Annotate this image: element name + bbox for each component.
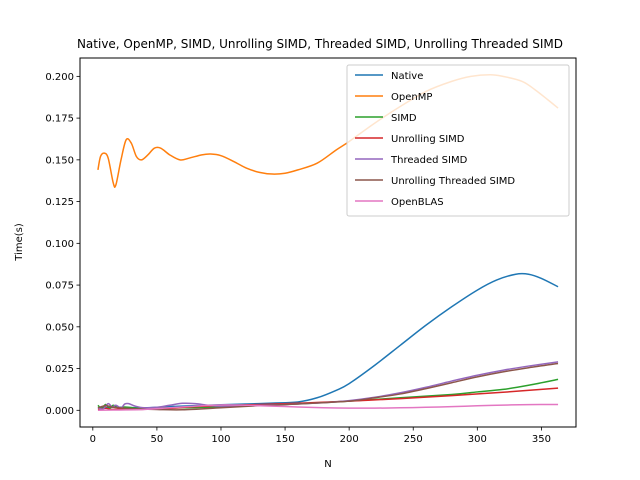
legend-label: Unrolling Threaded SIMD bbox=[391, 176, 515, 187]
y-axis-ticks: 0.000 0.025 0.050 0.075 0.100 0.125 0.150 0.175… bbox=[45, 72, 80, 417]
series-line-openblas bbox=[97, 403, 559, 412]
series-line-native bbox=[97, 272, 559, 409]
plot-area: 0 50 100 150 200 250 300 350 0.0000.0250.0500.0… bbox=[45, 57, 577, 445]
y-tick-label: 0.025 bbox=[45, 364, 74, 375]
y-axis-label: Time(s) bbox=[14, 223, 25, 262]
x-tick-label: 250 bbox=[404, 434, 423, 445]
y-tick-label: 0.050 bbox=[45, 322, 74, 333]
x-tick-label: 350 bbox=[532, 434, 551, 445]
series-layer bbox=[97, 73, 559, 412]
x-tick-label: 300 bbox=[468, 434, 487, 445]
axes-frame bbox=[79, 57, 577, 428]
y-tick-label: 0.150 bbox=[45, 155, 74, 166]
x-tick-label: 50 bbox=[151, 434, 164, 445]
legend-label: OpenBLAS bbox=[391, 197, 444, 208]
legend-label: Threaded SIMD bbox=[390, 155, 468, 166]
series-line-threaded-simd bbox=[97, 361, 559, 410]
y-tick-label: 0.075 bbox=[45, 281, 74, 292]
legend-box bbox=[346, 64, 570, 217]
y-tick-label: 0.000 bbox=[45, 406, 74, 417]
y-tick-label: 0.175 bbox=[45, 114, 74, 125]
chart-title: Native, OpenMP, SIMD, Unrolling SIMD, Th… bbox=[77, 37, 563, 51]
series-line-unrolling-threaded-simd bbox=[97, 362, 559, 411]
legend-label: Native bbox=[391, 71, 423, 82]
y-tick-label: 0.125 bbox=[45, 197, 74, 208]
legend-label: SIMD bbox=[391, 113, 417, 124]
y-tick-label: 0.200 bbox=[45, 72, 74, 83]
x-tick-label: 200 bbox=[340, 434, 359, 445]
x-axis-label: N bbox=[324, 459, 331, 470]
x-tick-label: 100 bbox=[211, 434, 230, 445]
x-axis-ticks: 0 50 100 150 200 250 300 350 bbox=[90, 427, 551, 445]
legend-label: OpenMP bbox=[391, 92, 432, 103]
x-tick-label: 0 bbox=[90, 434, 96, 445]
y-tick-label: 0.100 bbox=[45, 239, 74, 250]
legend-label: Unrolling SIMD bbox=[391, 134, 465, 145]
x-tick-label: 150 bbox=[276, 434, 295, 445]
legend: Native OpenMP SIMD Unrolling SIMD Threaded S… bbox=[346, 64, 570, 217]
